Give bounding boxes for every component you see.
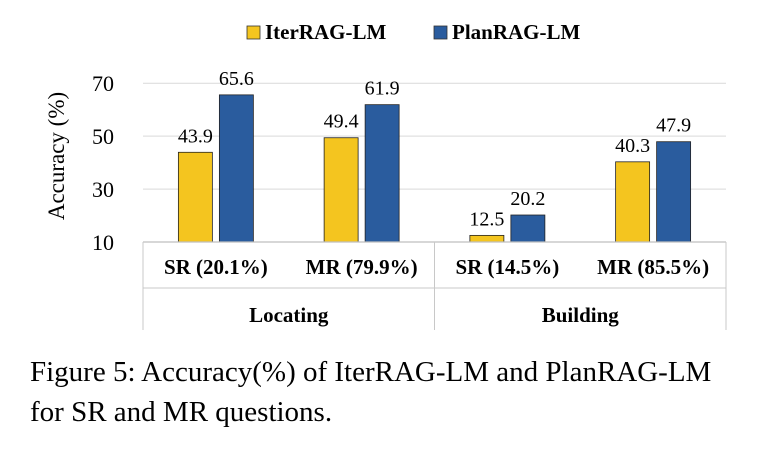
legend-swatch-1 [433,25,448,40]
data-label-iterrag-lm-2: 12.5 [469,208,504,230]
x-tick-label-0: SR (20.1%) [164,255,268,279]
group-label-locating: Locating [249,303,329,327]
x-tick-label-3: MR (85.5%) [597,255,709,279]
data-label-planrag-lm-3: 47.9 [656,115,691,137]
y-tick-label-10: 10 [92,230,114,255]
data-label-planrag-lm-0: 65.6 [219,68,254,90]
bars: 43.9 49.4 12.5 40.3 65.6 61.9 20.2 47.9 [177,68,692,243]
data-label-planrag-lm-1: 61.9 [365,78,400,100]
legend-label-1: PlanRAG-LM [452,20,581,44]
data-label-iterrag-lm-0: 43.9 [178,125,213,147]
x-tick-label-2: SR (14.5%) [455,255,559,279]
x-tick-label-1: MR (79.9%) [306,255,418,279]
bar-planrag-lm-3 [656,141,692,243]
legend: IterRAG-LM PlanRAG-LM [246,20,581,44]
bar-planrag-lm-0 [218,94,254,243]
bar-planrag-lm-1 [364,104,400,243]
y-tick-label-70: 70 [92,71,114,96]
data-label-iterrag-lm-3: 40.3 [615,135,650,157]
bar-iterrag-lm-3 [615,161,651,243]
bar-iterrag-lm-1 [323,137,359,243]
group-label-building: Building [542,303,620,327]
bar-planrag-lm-2 [510,214,546,243]
data-label-planrag-lm-2: 20.2 [510,188,545,210]
legend-swatch-0 [246,25,261,40]
data-label-iterrag-lm-1: 49.4 [324,111,359,133]
y-axis-ticks: 10 30 50 70 [92,71,114,255]
legend-label-0: IterRAG-LM [265,20,386,44]
bar-iterrag-lm-2 [469,234,505,243]
bar-iterrag-lm-0 [177,151,213,243]
y-tick-label-30: 30 [92,177,114,202]
x-axis: SR (20.1%) MR (79.9%) SR (14.5%) MR (85.5%)… [142,241,727,330]
y-tick-label-50: 50 [92,124,114,149]
figure-caption: Figure 5: Accuracy(%) of IterRAG-LM and … [30,356,712,428]
bar-chart: IterRAG-LM PlanRAG-LM Accuracy (%) 10 30 50… [44,20,727,330]
y-axis-label: Accuracy (%) [44,92,69,220]
